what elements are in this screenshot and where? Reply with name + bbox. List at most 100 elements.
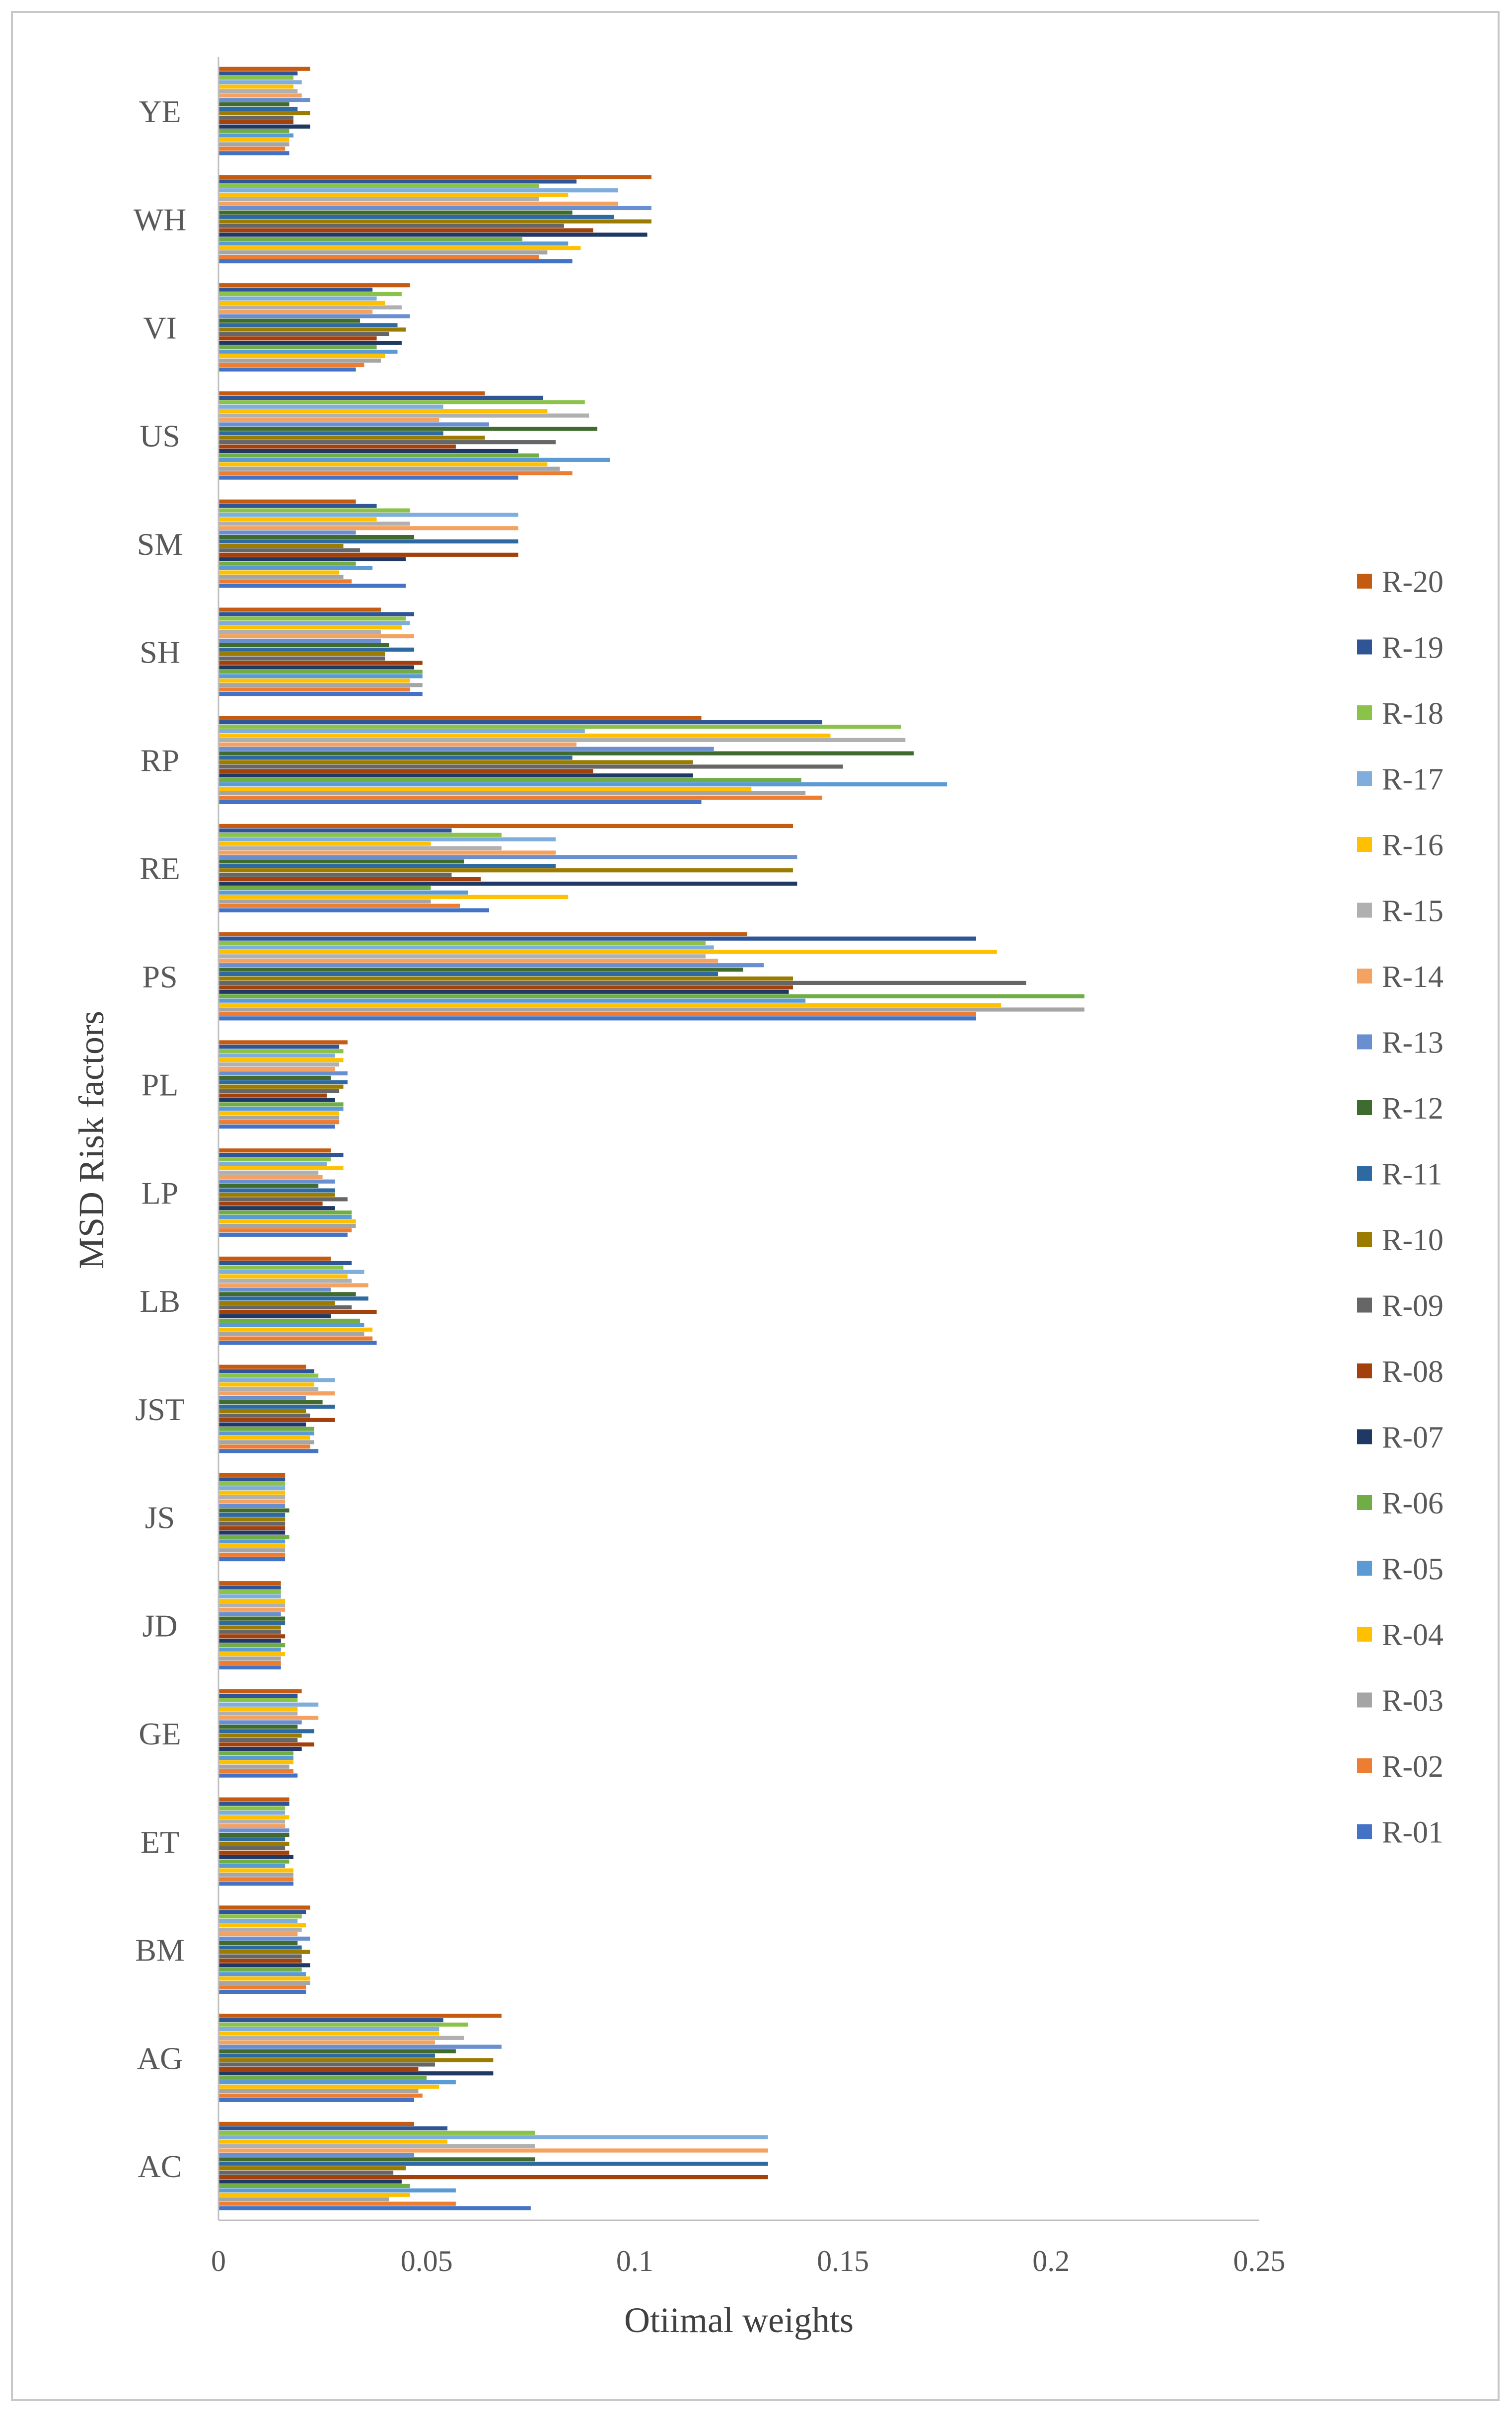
bar-rp-r-17 [218,729,585,734]
bar-ps-r-13 [218,963,764,968]
bar-pl-r-15 [218,1062,340,1067]
bar-ge-r-08 [218,1742,314,1747]
bar-ac-r-13 [218,2153,415,2157]
bar-jst-r-08 [218,1418,335,1422]
bar-ps-r-02 [218,1012,976,1016]
bar-ps-r-12 [218,968,743,972]
bar-bm-r-17 [218,1919,298,1923]
x-tick-label: 0.05 [401,2245,453,2277]
bar-sh-r-17 [218,621,410,625]
bar-sm-r-11 [218,539,518,544]
bar-ps-r-09 [218,981,1026,985]
bar-ps-r-15 [218,954,706,959]
bar-wh-r-15 [218,197,539,202]
bar-lb-r-17 [218,1270,364,1274]
bar-rp-r-11 [218,755,573,760]
bar-js-r-17 [218,1486,286,1491]
bar-pl-r-08 [218,1093,327,1098]
bar-ac-r-18 [218,2130,535,2135]
bar-us-r-19 [218,395,543,400]
bar-ac-r-15 [218,2144,535,2148]
bar-jd-r-18 [218,1589,281,1594]
bar-ge-r-20 [218,1689,302,1694]
bar-re-r-04 [218,895,569,899]
category-label-ye: YE [139,94,181,129]
bar-wh-r-18 [218,184,539,188]
bar-lp-r-13 [218,1179,335,1184]
bar-lp-r-14 [218,1175,323,1179]
bar-ye-r-08 [218,120,293,124]
bar-wh-r-08 [218,228,593,232]
bar-jd-r-13 [218,1612,281,1616]
bar-re-r-16 [218,841,431,846]
legend-label-r-05: R-05 [1382,1553,1443,1586]
bar-lp-r-03 [218,1223,356,1228]
bar-jd-r-19 [218,1585,281,1590]
bar-bm-r-15 [218,1927,302,1932]
bar-re-r-15 [218,846,502,850]
bar-js-r-02 [218,1553,286,1557]
bar-re-r-06 [218,886,431,891]
bar-lp-r-10 [218,1193,335,1197]
category-label-vi: VI [143,310,177,345]
bar-wh-r-14 [218,201,618,206]
legend-swatch-r-05 [1357,1561,1372,1576]
bar-ge-r-15 [218,1711,298,1716]
bar-ye-r-19 [218,71,298,75]
bar-re-r-11 [218,864,556,868]
bar-ge-r-09 [218,1738,298,1742]
bar-us-r-10 [218,436,485,440]
bar-vi-r-18 [218,292,402,297]
bar-pl-r-20 [218,1040,348,1045]
legend-swatch-r-20 [1357,574,1372,589]
bar-ps-r-05 [218,998,806,1003]
bar-ge-r-07 [218,1746,302,1751]
bar-js-r-20 [218,1473,286,1477]
bar-vi-r-14 [218,309,373,314]
bar-lb-r-12 [218,1292,356,1296]
bar-ag-r-17 [218,2027,439,2032]
bar-re-r-08 [218,877,481,882]
bar-sm-r-06 [218,561,356,566]
bar-jd-r-10 [218,1625,281,1630]
bar-sm-r-04 [218,570,340,575]
bar-js-r-09 [218,1521,286,1526]
bar-pl-r-09 [218,1089,340,1093]
category-label-js: JS [145,1500,175,1535]
bar-lb-r-01 [218,1341,377,1345]
x-tick-label: 0.25 [1233,2245,1286,2277]
bar-ge-r-18 [218,1698,298,1702]
bar-lp-r-05 [218,1215,352,1219]
bar-re-r-03 [218,899,431,904]
bar-bm-r-08 [218,1959,302,1963]
bar-et-r-18 [218,1806,286,1810]
bar-jd-r-08 [218,1634,286,1639]
category-label-ge: GE [139,1716,181,1751]
bar-ag-r-15 [218,2036,464,2040]
legend-label-r-19: R-19 [1382,631,1443,665]
bar-js-r-03 [218,1548,286,1553]
bar-bm-r-20 [218,1905,310,1910]
bar-sm-r-02 [218,579,352,584]
bar-rp-r-07 [218,773,693,778]
legend-swatch-r-04 [1357,1627,1372,1642]
axes-group [217,57,1259,2221]
bar-pl-r-07 [218,1098,335,1102]
bar-rp-r-02 [218,795,822,800]
bar-us-r-05 [218,457,610,462]
bar-js-r-13 [218,1504,286,1509]
bar-sm-r-15 [218,522,410,526]
bar-ye-r-16 [218,84,293,89]
bar-us-r-03 [218,466,560,471]
bar-ge-r-01 [218,1773,298,1778]
bar-sm-r-14 [218,526,518,530]
bar-vi-r-11 [218,323,398,327]
legend-label-r-07: R-07 [1382,1421,1443,1455]
legend-swatch-r-17 [1357,771,1372,786]
bar-lb-r-06 [218,1318,360,1323]
bar-ag-r-02 [218,2093,423,2098]
bar-sh-r-14 [218,634,415,639]
bar-rp-r-19 [218,720,822,725]
bar-lb-r-05 [218,1323,364,1327]
bar-sh-r-15 [218,629,381,634]
